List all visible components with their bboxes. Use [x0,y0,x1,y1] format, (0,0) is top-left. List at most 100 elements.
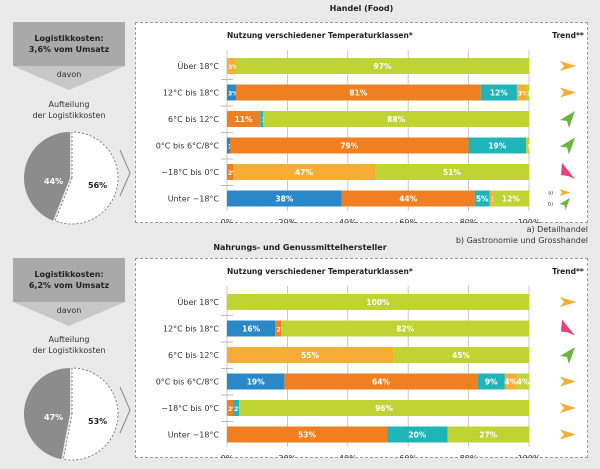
trend-arrow-right-icon [560,297,576,307]
bar-segment-label: 3% [518,91,528,98]
bar-segment [227,137,231,154]
bar-segment [525,137,529,154]
row-label: −18°C bis 0°C [161,168,219,177]
bar-segment [468,137,526,154]
chart-title: Nutzung verschiedener Temperaturklassen* [227,267,413,276]
bar-segment-label: 55% [301,351,319,360]
trend-arrow-right-icon [560,87,576,98]
bar-segment-label: 79% [340,142,358,151]
bar-segment-label: 53% [298,431,316,440]
x-tick-label: 100% [518,218,541,223]
bar-segment [516,84,526,101]
aufteilung-line1: Aufteilung [48,335,90,344]
bar-segment-label: 4% [505,378,518,387]
trend-arrow-up-icon [560,137,575,155]
bar-segment [341,190,475,207]
row-label: −18°C bis 0°C [161,404,219,413]
bar-segment [374,164,529,180]
trend-arrow-group [559,197,570,210]
bar-segment [480,84,517,101]
bar-segment-label: 44% [399,195,417,204]
x-tick-label: 80% [460,454,478,458]
bar-segment-label: 100% [366,298,390,307]
bar-segment [236,58,529,74]
aufteilung-line1: Aufteilung [48,100,90,109]
x-tick-label: 20% [279,454,297,458]
davon-arrow-shape [13,302,125,326]
chart-title: Nutzung verschiedener Temperaturklassen* [227,31,413,40]
pie-slice-light [54,131,119,225]
section-title-hersteller: Nahrungs- und Genussmittelhersteller [213,243,387,252]
footnotes-handel: a) Detailhandel b) Gastronomie und Gross… [456,224,588,246]
bar-segment-label: 12% [502,195,520,204]
cost-box-hersteller: Logistikkosten: 6,2% vom Umsatz [13,258,125,302]
bar-segment-label: 19% [247,378,265,387]
bar-segment [525,84,529,101]
trend-arrow-up-icon [560,111,575,128]
stacked-bar-chart-handel: Nutzung verschiedener Temperaturklassen*… [156,31,584,223]
bar-segment [263,111,529,127]
x-tick-label: 40% [339,218,357,223]
x-tick-label: 100% [518,454,541,458]
bar-segment-label: 97% [374,62,392,71]
stacked-bar-chart-hersteller: Nutzung verschiedener Temperaturklassen*… [156,267,584,458]
row-label: Unter −18°C [168,195,220,204]
x-tick-label: 0% [221,454,234,458]
aufteilung-line2: der Logistikkosten [32,346,106,355]
bar-segment-label: 3% [228,64,238,71]
bar-segment-label: 82% [396,325,414,334]
cost-box-line1: Logistikkosten: [34,34,104,43]
chevron-right-icon [119,386,131,434]
cost-box-line2: 3,6% vom Umsatz [28,45,110,54]
bar-segment-label: 1% [527,144,537,151]
trend-note: b) [548,202,553,208]
row-label: 12°C bis 18°C [163,325,220,334]
bar-segment-label: 9% [485,378,498,387]
row-label: 0°C bis 6°C/8°C [156,378,220,387]
bar-segment [227,84,237,101]
bar-segment-label: 16% [242,325,260,334]
bar-segment [275,320,282,337]
pie-label-light: 53% [88,417,107,426]
bar-segment-label: 20% [408,431,426,440]
bar-segment [387,426,448,443]
bar-segment-label: 47% [295,168,313,177]
bar-segment-label: 11% [235,115,253,124]
davon-label-handel: davon [56,70,82,79]
bar-segment [236,84,481,101]
bar-segment-label: 3% [228,91,238,98]
bar-segment-label: 51% [443,168,461,177]
bar-segment-label: 4% [517,378,530,387]
footnote-b: b) Gastronomie und Grosshandel [455,236,588,245]
x-tick-label: 60% [399,454,417,458]
bar-segment-label: 96% [375,404,393,413]
row-label: 6°C bis 12°C [168,115,219,124]
bar-segment [227,164,234,180]
trend-arrow-right-icon [560,61,576,71]
bar-segment [233,164,375,180]
bar-segment-label: 27% [479,431,497,440]
bar-segment [504,373,517,390]
row-label: 6°C bis 12°C [168,351,219,360]
pie-label-dark: 44% [44,177,63,186]
section-title-handel: Handel (Food) [329,4,394,13]
bar-segment [239,400,529,416]
bar-segment-label: 88% [387,115,405,124]
davon-arrow-shape [13,66,125,90]
bar-segment [477,373,505,390]
bar-segment [233,400,240,416]
row-label: Über 18°C [178,297,220,307]
bar-segment [227,400,234,416]
trend-title: Trend** [552,267,584,276]
trend-arrow-right-icon [560,403,576,413]
trend-arrow-right-icon [559,189,571,196]
x-tick-label: 40% [339,454,357,458]
aufteilung-label-hersteller: Aufteilung der Logistikkosten [13,334,125,356]
bar-segment-label: 38% [275,195,293,204]
row-label: Über 18°C [178,61,220,71]
davon-label-hersteller: davon [56,306,82,315]
bar-segment [227,373,285,390]
trend-arrow-up-icon [560,347,575,364]
x-tick-label: 80% [460,218,478,223]
row-label: 0°C bis 6°C/8°C [156,142,220,151]
